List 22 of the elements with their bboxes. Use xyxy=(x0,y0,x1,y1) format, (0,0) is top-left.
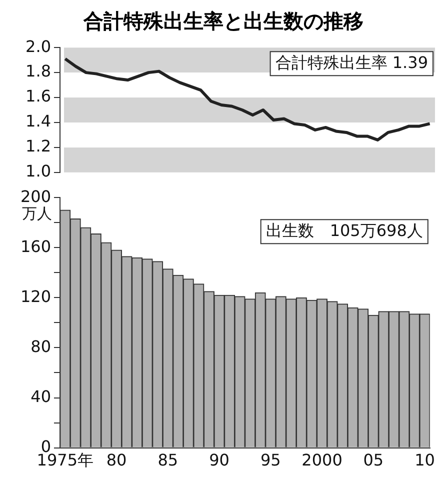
y-tick-label: 2.0 xyxy=(26,36,51,56)
x-tick-label: 80 xyxy=(106,450,127,470)
annotation: 合計特殊出生率 1.39 xyxy=(275,52,428,72)
x-tick-label: 90 xyxy=(209,450,230,470)
x-tick-label: 05 xyxy=(363,450,384,470)
y-axis-title: 万人 xyxy=(22,204,52,222)
x-tick-label: 2000 xyxy=(302,450,342,470)
y-tick-label: 40 xyxy=(30,386,51,406)
y-tick-label: 160 xyxy=(20,236,51,256)
y-tick-label: 120 xyxy=(20,286,51,306)
y-tick-label: 80 xyxy=(30,336,51,356)
chart-title: 合計特殊出生率と出生数の推移 xyxy=(82,8,364,35)
y-tick-label: 1.6 xyxy=(26,86,51,106)
y-tick-label: 1.8 xyxy=(26,62,51,81)
x-tick-label: 10 xyxy=(414,450,435,470)
y-tick-label: 1.2 xyxy=(26,136,51,156)
x-tick-label: 95 xyxy=(260,450,281,470)
y-tick-label: 1.4 xyxy=(26,112,51,131)
x-tick-label: 85 xyxy=(158,450,178,470)
annotation: 出生数 105万698人 xyxy=(266,220,423,240)
y-tick-label: 1.0 xyxy=(26,162,51,181)
y-tick-label: 200 xyxy=(20,186,51,206)
